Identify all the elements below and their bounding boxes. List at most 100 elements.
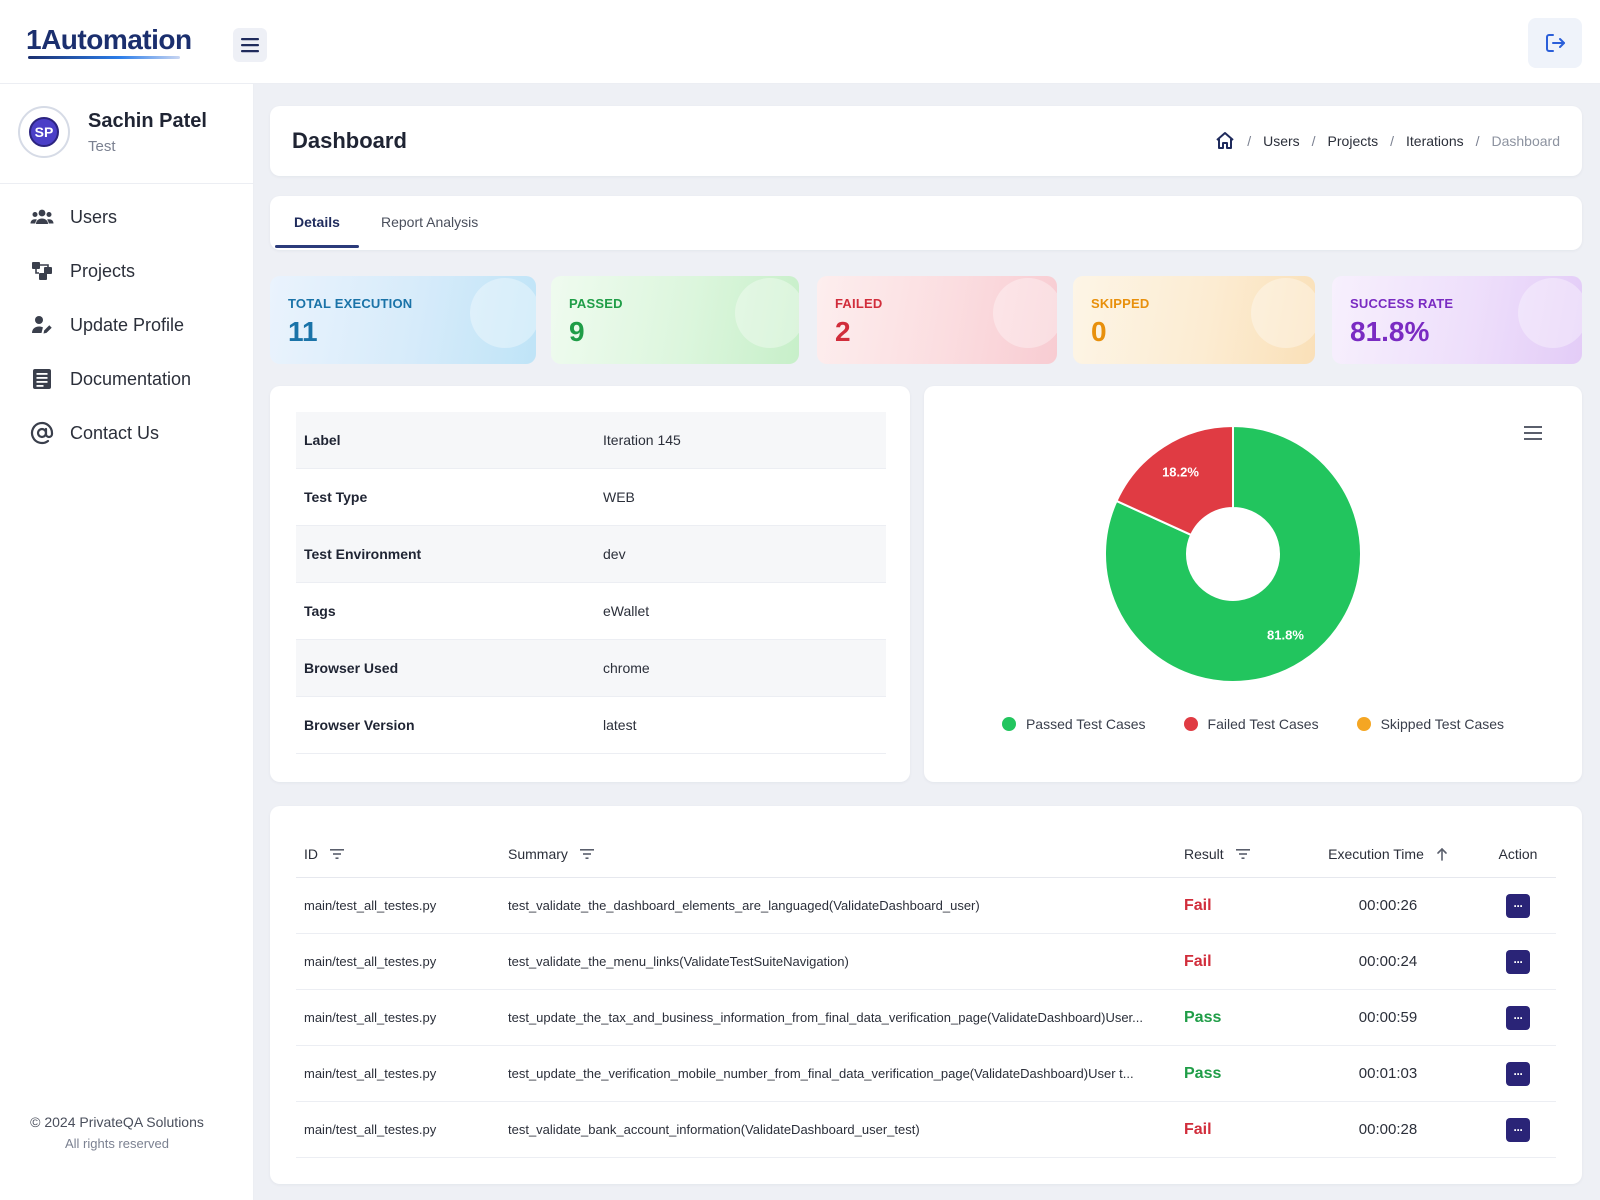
cell-execution-time: 00:01:03 bbox=[1296, 1065, 1480, 1082]
table-row: main/test_all_testes.py test_validate_ban… bbox=[296, 1102, 1556, 1158]
cell-summary-text: test_validate_bank_account_information(V… bbox=[508, 1122, 920, 1137]
row-actions-button[interactable]: ··· bbox=[1506, 1061, 1530, 1086]
column-header-label: ID bbox=[304, 845, 318, 862]
cell-result: Fail bbox=[1176, 1121, 1296, 1139]
details-value: chrome bbox=[603, 660, 650, 676]
results-chart-card: 81.8% 18.2% Passed Test Cases Failed Test… bbox=[924, 386, 1582, 782]
legend-item-failed[interactable]: Failed Test Cases bbox=[1183, 716, 1319, 732]
legend-label: Passed Test Cases bbox=[1025, 716, 1146, 732]
details-value: WEB bbox=[603, 489, 635, 505]
donut-slice-failed-test-cases[interactable] bbox=[1115, 424, 1234, 537]
donut-slice-label: 81.8% bbox=[1267, 628, 1304, 643]
row-actions-button[interactable]: ··· bbox=[1506, 1117, 1530, 1142]
legend-item-skipped[interactable]: Skipped Test Cases bbox=[1356, 716, 1504, 732]
user-name: Sachin Patel bbox=[88, 110, 207, 132]
row-actions-button[interactable]: ··· bbox=[1506, 893, 1530, 918]
filter-icon[interactable] bbox=[330, 848, 344, 860]
menu-toggle-button[interactable] bbox=[233, 28, 267, 62]
stat-value: 81.8% bbox=[1350, 316, 1430, 347]
cell-execution-time: 00:00:24 bbox=[1296, 953, 1480, 970]
tabs-bar: Details Report Analysis bbox=[270, 196, 1582, 250]
details-row: Browser Version latest bbox=[296, 697, 886, 754]
column-header-summary[interactable]: Summary bbox=[500, 846, 1176, 862]
footer-copyright: © 2024 PrivateQA Solutions bbox=[30, 1114, 204, 1130]
sidebar: SP Sachin Patel Test Users Projects Upda… bbox=[0, 84, 254, 1200]
filter-icon[interactable] bbox=[1235, 848, 1250, 860]
sidebar-item-projects[interactable]: Projects bbox=[0, 244, 254, 298]
cell-summary: test_update_the_verification_mobile_numb… bbox=[500, 1066, 1176, 1081]
cell-result: Pass bbox=[1176, 1009, 1296, 1027]
stat-label: PASSED bbox=[569, 296, 623, 311]
logout-button[interactable] bbox=[1528, 18, 1582, 68]
cell-id-text: main/test_all_testes.py bbox=[304, 1122, 437, 1137]
hamburger-icon bbox=[1524, 426, 1542, 440]
cell-result: Fail bbox=[1176, 897, 1296, 915]
details-value: dev bbox=[603, 546, 626, 562]
result-badge: Pass bbox=[1184, 1064, 1222, 1082]
sidebar-item-label: Contact Us bbox=[70, 422, 160, 443]
cell-summary: test_validate_the_dashboard_elements_are… bbox=[500, 898, 1176, 913]
cell-time-text: 00:00:28 bbox=[1358, 1121, 1418, 1138]
sidebar-item-label: Update Profile bbox=[70, 314, 185, 335]
stat-label: SUCCESS RATE bbox=[1350, 296, 1454, 311]
tab-details[interactable]: Details bbox=[294, 214, 340, 230]
sidebar-item-users[interactable]: Users bbox=[0, 190, 254, 244]
stat-card-success-rate: SUCCESS RATE 81.8% bbox=[1332, 276, 1582, 364]
decorative-bubble bbox=[1518, 278, 1582, 348]
cell-time-text: 00:01:03 bbox=[1358, 1065, 1418, 1082]
chart-legend: Passed Test Cases Failed Test Cases Skip… bbox=[924, 716, 1582, 732]
stat-card-failed: FAILED 2 bbox=[817, 276, 1057, 364]
breadcrumb-projects[interactable]: Projects bbox=[1327, 133, 1379, 149]
cell-id-text: main/test_all_testes.py bbox=[304, 1010, 437, 1025]
column-header-execution-time[interactable]: Execution Time bbox=[1296, 846, 1480, 862]
stat-label: FAILED bbox=[835, 296, 883, 311]
top-bar: 1Automation bbox=[0, 0, 1600, 84]
details-key: Test Environment bbox=[304, 546, 422, 562]
legend-item-passed[interactable]: Passed Test Cases bbox=[1001, 716, 1146, 732]
avatar[interactable]: SP bbox=[18, 106, 70, 158]
stat-card-passed: PASSED 9 bbox=[551, 276, 799, 364]
column-header-result[interactable]: Result bbox=[1176, 846, 1296, 862]
sidebar-item-contact-us[interactable]: Contact Us bbox=[0, 406, 254, 460]
legend-dot bbox=[1183, 717, 1198, 731]
breadcrumb-separator: / bbox=[1311, 133, 1316, 149]
column-header-label: Execution Time bbox=[1328, 845, 1424, 862]
details-row: Label Iteration 145 bbox=[296, 412, 886, 469]
test-results-table: ID Summary Result Execution Time Action … bbox=[296, 830, 1556, 1158]
breadcrumb-iterations[interactable]: Iterations bbox=[1406, 133, 1464, 149]
column-header-id[interactable]: ID bbox=[296, 846, 500, 862]
cell-summary: test_validate_the_menu_links(ValidateTes… bbox=[500, 954, 1176, 969]
result-badge: Fail bbox=[1184, 896, 1212, 914]
chart-menu-button[interactable] bbox=[1522, 424, 1544, 442]
stat-value: 2 bbox=[835, 316, 851, 347]
tab-report-analysis[interactable]: Report Analysis bbox=[381, 214, 479, 230]
details-row: Browser Used chrome bbox=[296, 640, 886, 697]
breadcrumb-current: Dashboard bbox=[1491, 133, 1561, 149]
details-table: Label Iteration 145 Test Type WEB Test Env… bbox=[296, 412, 886, 754]
sort-ascending-icon[interactable] bbox=[1436, 847, 1448, 861]
sidebar-item-update-profile[interactable]: Update Profile bbox=[0, 298, 254, 352]
cell-time-text: 00:00:59 bbox=[1358, 1009, 1418, 1026]
home-icon[interactable] bbox=[1215, 131, 1235, 151]
footer-rights: All rights reserved bbox=[64, 1136, 170, 1151]
cell-summary-text: test_update_the_verification_mobile_numb… bbox=[508, 1066, 1134, 1081]
row-actions-button[interactable]: ··· bbox=[1506, 949, 1530, 974]
sidebar-item-label: Users bbox=[70, 206, 118, 227]
cell-time-text: 00:00:24 bbox=[1358, 953, 1418, 970]
details-key: Test Type bbox=[304, 489, 368, 505]
cell-id-text: main/test_all_testes.py bbox=[304, 954, 437, 969]
column-header-label: Result bbox=[1184, 845, 1224, 862]
decorative-bubble bbox=[470, 278, 536, 348]
app-logo[interactable]: 1Automation bbox=[26, 24, 192, 55]
filter-icon[interactable] bbox=[579, 848, 594, 860]
logo-underline bbox=[28, 56, 180, 59]
donut-slice-passed-test-cases[interactable] bbox=[1104, 424, 1362, 683]
result-badge: Fail bbox=[1184, 952, 1212, 970]
breadcrumb: / Users / Projects / Iterations / Dashbo… bbox=[1215, 131, 1560, 151]
cell-execution-time: 00:00:59 bbox=[1296, 1009, 1480, 1026]
logout-icon bbox=[1546, 34, 1565, 52]
details-value: latest bbox=[603, 717, 637, 733]
sidebar-item-documentation[interactable]: Documentation bbox=[0, 352, 254, 406]
breadcrumb-users[interactable]: Users bbox=[1263, 133, 1300, 149]
row-actions-button[interactable]: ··· bbox=[1506, 1005, 1530, 1030]
